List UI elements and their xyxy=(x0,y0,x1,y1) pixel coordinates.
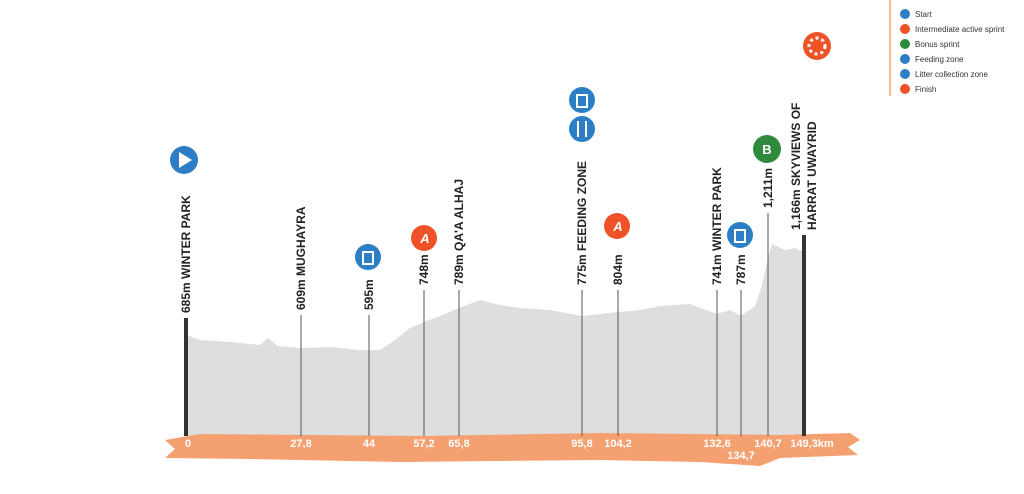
legend-label: Feeding zone xyxy=(915,55,964,64)
legend-label: Litter collection zone xyxy=(915,70,988,79)
km-label: 95,8 xyxy=(571,438,592,450)
legend-icon xyxy=(900,54,910,64)
legend: Start Intermediate active sprint Bonus spr… xyxy=(900,9,1005,94)
waypoint-label: 1,166m SKYVIEWS OF xyxy=(789,103,803,230)
legend-icon xyxy=(900,39,910,49)
waypoint-label: 685m WINTER PARK xyxy=(179,195,193,313)
waypoint-label: 1,211m xyxy=(761,168,775,208)
waypoint-label: 748m xyxy=(417,254,431,285)
legend-icon xyxy=(900,24,910,34)
km-label: 0 xyxy=(185,438,191,450)
legend-icon xyxy=(900,84,910,94)
sprint-icon-letter: A xyxy=(612,219,622,234)
icons: A A B xyxy=(170,32,831,270)
waypoint-label: 789m QA'A ALHAJ xyxy=(452,179,466,285)
waypoint-label: 804m xyxy=(611,254,625,285)
legend-icon xyxy=(900,69,910,79)
elevation-area xyxy=(186,244,804,436)
km-label: 65,8 xyxy=(448,438,469,450)
legend-label: Bonus sprint xyxy=(915,40,960,49)
waypoint-label: 787m xyxy=(734,254,748,285)
legend-label: Start xyxy=(915,10,933,19)
waypoint-label: HARRAT UWAYRID xyxy=(805,121,819,230)
waypoint-label: 595m xyxy=(362,279,376,310)
bonus-icon-letter: B xyxy=(762,142,771,157)
legend-label: Finish xyxy=(915,85,936,94)
km-label: 134,7 xyxy=(727,450,755,462)
km-label: 140,7 xyxy=(754,438,782,450)
waypoint-label: 741m WINTER PARK xyxy=(710,167,724,285)
sprint-icon-letter: A xyxy=(419,231,429,246)
km-label: 57,2 xyxy=(413,438,434,450)
legend-label: Intermediate active sprint xyxy=(915,25,1005,34)
km-label: 132,6 xyxy=(703,438,731,450)
km-label: 104,2 xyxy=(604,438,632,450)
km-label: 44 xyxy=(363,438,376,450)
waypoint-layer: 685m WINTER PARK 0 609m MUGHAYRA 27,8 595m 44… xyxy=(179,103,834,462)
legend-icon xyxy=(900,9,910,19)
km-label: 149,3km xyxy=(790,438,834,450)
waypoint-label: 609m MUGHAYRA xyxy=(294,206,308,310)
km-band xyxy=(165,433,860,466)
waypoint-label: 775m FEEDING ZONE xyxy=(575,161,589,285)
km-label: 27,8 xyxy=(290,438,311,450)
